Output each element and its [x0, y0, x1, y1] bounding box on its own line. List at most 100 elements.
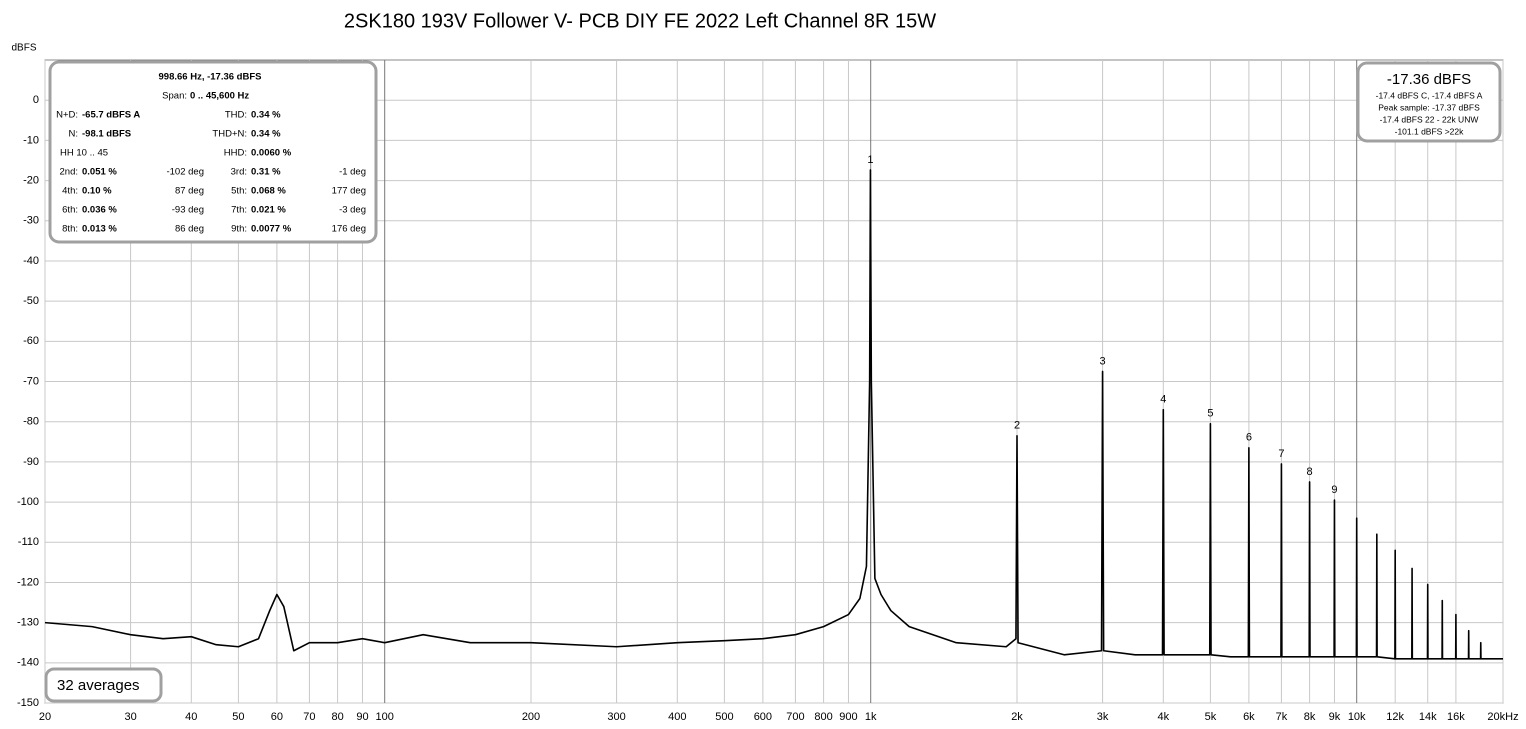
info-value2: 0.021 %: [251, 205, 286, 216]
info-value: -98.1 dBFS: [82, 129, 131, 140]
info-value2: 0.34 %: [251, 110, 281, 121]
harmonic-label: 9: [1331, 484, 1337, 496]
level-line: -17.4 dBFS C, -17.4 dBFS A: [1376, 90, 1483, 100]
x-tick-label: 20kHz: [1487, 711, 1518, 723]
info-label2: 7th:: [231, 205, 247, 216]
info-label2: HHD:: [224, 148, 247, 159]
x-tick-label: 300: [607, 711, 625, 723]
x-tick-label: 50: [232, 711, 244, 723]
info-label: N:: [69, 129, 79, 140]
info-label2: 3rd:: [231, 167, 247, 178]
level-box: [1356, 61, 1502, 143]
info-phase: 87 deg: [175, 186, 204, 197]
info-phase2: 177 deg: [332, 186, 366, 197]
info-label2: THD:: [225, 110, 247, 121]
info-box: [48, 60, 378, 244]
level-main: -17.36 dBFS: [1387, 71, 1471, 88]
y-tick-label: -20: [23, 174, 39, 186]
level-line: -101.1 dBFS >22k: [1395, 126, 1465, 136]
x-tick-label: 16k: [1447, 711, 1465, 723]
level-line: Peak sample: -17.37 dBFS: [1378, 102, 1480, 112]
spectrum-line: [44, 169, 1503, 660]
x-tick-label: 40: [185, 711, 197, 723]
info-phase: -93 deg: [172, 205, 204, 216]
x-tick-label: 6k: [1243, 711, 1255, 723]
x-tick-label: 5k: [1205, 711, 1217, 723]
x-tick-label: 7k: [1276, 711, 1288, 723]
x-tick-label: 80: [331, 711, 343, 723]
info-label2: 5th:: [231, 186, 247, 197]
info-label: 8th:: [62, 224, 78, 235]
info-label2: THD+N:: [212, 129, 247, 140]
harmonic-label: 8: [1307, 466, 1313, 478]
x-tick-label: 500: [715, 711, 733, 723]
y-tick-label: -10: [23, 134, 39, 146]
x-tick-label: 4k: [1157, 711, 1169, 723]
y-tick-label: -140: [17, 657, 39, 669]
y-tick-label: -110: [18, 536, 39, 548]
info-header: 998.66 Hz, -17.36 dBFS: [159, 72, 262, 83]
x-tick-label: 12k: [1386, 711, 1404, 723]
y-tick-label: -120: [17, 576, 39, 588]
y-tick-label: -40: [23, 255, 39, 267]
info-note: HH 10 .. 45: [60, 148, 108, 159]
info-boxes: 998.66 Hz, -17.36 dBFS Span: 0 .. 45,600 H…: [44, 60, 1502, 703]
x-tick-label: 1k: [865, 711, 877, 723]
info-value2: 0.0060 %: [251, 148, 292, 159]
info-value: 0.036 %: [82, 205, 117, 216]
averages: 32 averages: [57, 677, 140, 694]
harmonic-label: 4: [1160, 394, 1166, 406]
info-label: N+D:: [56, 110, 78, 121]
info-label: 4th:: [62, 186, 78, 197]
info-label: 6th:: [62, 205, 78, 216]
x-tick-label: 900: [839, 711, 857, 723]
info-value2: 0.31 %: [251, 167, 281, 178]
info-value: 0.051 %: [82, 167, 117, 178]
x-tick-label: 3k: [1097, 711, 1109, 723]
chart-title: 2SK180 193V Follower V- PCB DIY FE 2022 …: [344, 10, 936, 32]
y-tick-label: -80: [23, 416, 39, 428]
info-phase2: 176 deg: [332, 224, 366, 235]
y-tick-label: -100: [17, 496, 39, 508]
info-value2: 0.0077 %: [251, 224, 292, 235]
harmonic-label: 3: [1100, 355, 1106, 367]
x-tick-label: 20: [39, 711, 51, 723]
span-label: Span:: [162, 91, 187, 102]
y-tick-label: -70: [23, 375, 39, 387]
plot: 1 2 3 4 5 6 7 8 9: [44, 154, 1503, 660]
averages-box: [44, 667, 163, 703]
info-label2: 9th:: [231, 224, 247, 235]
x-tick-label: 90: [356, 711, 368, 723]
harmonic-label: 7: [1278, 448, 1284, 460]
x-tick-label: 70: [303, 711, 315, 723]
info-value: 0.013 %: [82, 224, 117, 235]
x-tick-label: 10k: [1348, 711, 1366, 723]
level-line: -17.4 dBFS 22 - 22k UNW: [1380, 114, 1479, 124]
x-tick-label: 30: [124, 711, 136, 723]
y-tick-label: -60: [23, 335, 39, 347]
info-value: 0.10 %: [82, 186, 112, 197]
x-tick-label: 2k: [1011, 711, 1023, 723]
info-label: 2nd:: [60, 167, 79, 178]
x-tick-label: 8k: [1304, 711, 1316, 723]
y-tick-label: 0: [33, 94, 39, 106]
info-value2: 0.34 %: [251, 129, 281, 140]
harmonic-label: 6: [1246, 432, 1252, 444]
info-value2: 0.068 %: [251, 186, 286, 197]
y-tick-label: -30: [23, 215, 39, 227]
info-value: -65.7 dBFS A: [82, 110, 140, 121]
harmonic-label: 1: [867, 154, 873, 166]
x-tick-label: 400: [668, 711, 686, 723]
info-phase2: -3 deg: [339, 205, 366, 216]
x-tick-label: 60: [271, 711, 283, 723]
x-tick-label: 9k: [1329, 711, 1341, 723]
x-tick-label: 800: [814, 711, 832, 723]
x-tick-label: 14k: [1419, 711, 1437, 723]
y-tick-label: -130: [17, 617, 39, 629]
x-tick-label: 100: [376, 711, 394, 723]
x-tick-label: 600: [754, 711, 772, 723]
harmonic-label: 5: [1207, 408, 1213, 420]
info-phase2: -1 deg: [339, 167, 366, 178]
x-tick-label: 700: [786, 711, 804, 723]
